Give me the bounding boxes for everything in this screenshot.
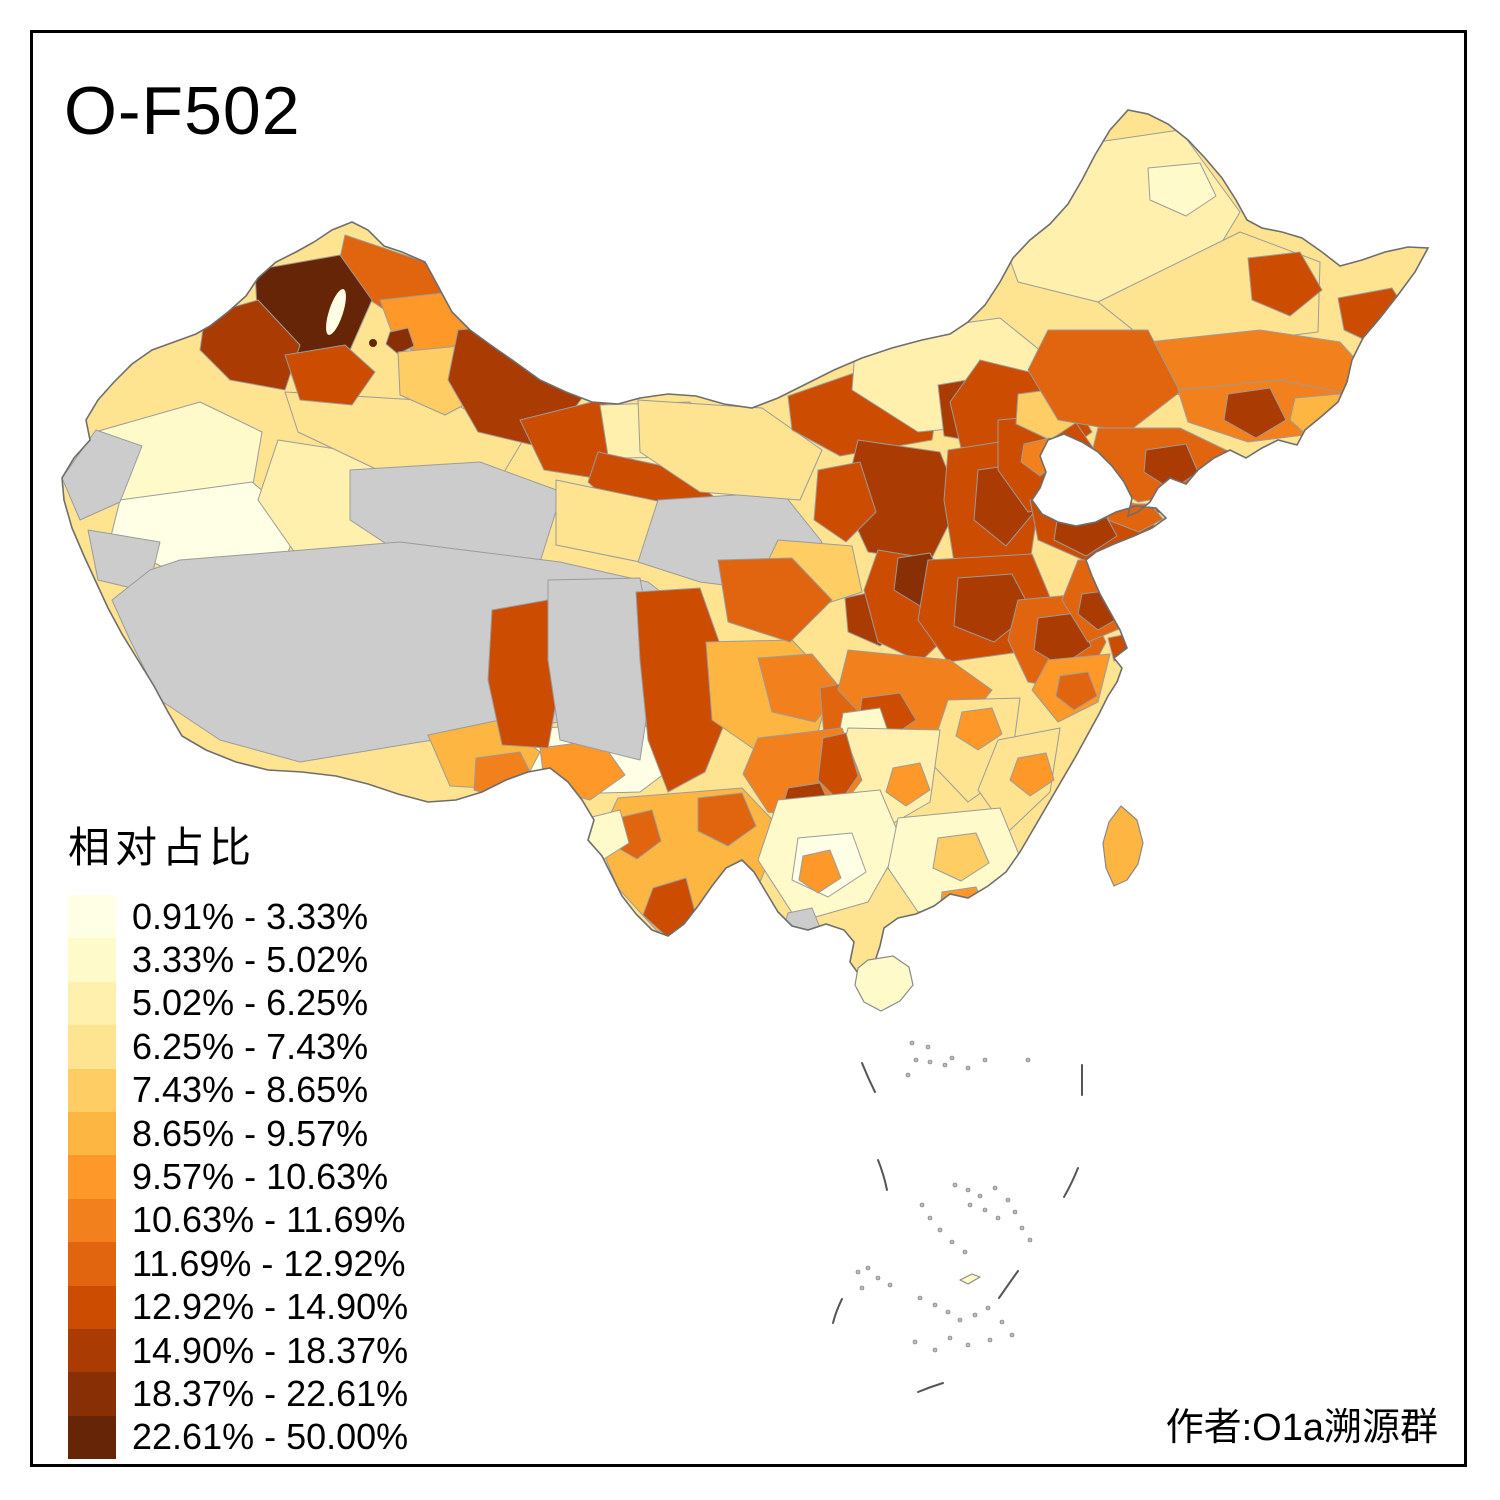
page-title: O-F502	[64, 73, 301, 149]
legend-label: 18.37% - 22.61%	[132, 1372, 409, 1414]
legend-swatch	[68, 1328, 116, 1373]
legend-swatch	[68, 1415, 116, 1460]
legend-row: 22.61% - 50.00%	[68, 1415, 409, 1460]
legend-swatch	[68, 895, 116, 939]
legend-swatch	[68, 1285, 116, 1329]
legend-label: 0.91% - 3.33%	[132, 895, 369, 937]
island-hainan	[854, 955, 914, 1012]
legend-swatch	[68, 1155, 116, 1199]
legend-row: 5.02% - 6.25%	[68, 981, 408, 1026]
legend-swatch	[68, 981, 116, 1026]
legend-swatch	[68, 1068, 116, 1112]
legend-title: 相对占比	[68, 824, 257, 871]
legend-label: 22.61% - 50.00%	[132, 1416, 409, 1458]
legend-row: 14.90% - 18.37%	[68, 1328, 409, 1373]
legend-label: 12.92% - 14.90%	[132, 1286, 409, 1328]
legend-label: 7.43% - 8.65%	[132, 1069, 369, 1111]
legend-label: 11.69% - 12.92%	[132, 1242, 406, 1284]
legend-label: 3.33% - 5.02%	[132, 939, 369, 981]
legend-swatch	[68, 938, 116, 982]
attribution-text: 作者:O1a溯源群	[1165, 1407, 1438, 1449]
plot-frame-border	[30, 30, 1467, 1467]
island-taiwan	[1102, 805, 1144, 887]
legend-label: 5.02% - 6.25%	[132, 982, 369, 1024]
legend-rows: 0.91% - 3.33% 3.33% - 5.02% 5.02% - 6.25% 6…	[68, 895, 409, 1460]
legend-swatch	[68, 1242, 116, 1286]
legend-label: 9.57% - 10.63%	[132, 1156, 389, 1198]
legend-row: 12.92% - 14.90%	[68, 1285, 409, 1329]
legend-row: 11.69% - 12.92%	[68, 1242, 408, 1286]
south-china-sea-islands	[832, 1040, 1083, 1393]
map-regions	[62, 129, 1413, 942]
legend-row: 6.25% - 7.43%	[68, 1025, 408, 1069]
legend-label: 10.63% - 11.69%	[132, 1199, 406, 1241]
legend-label: 8.65% - 9.57%	[132, 1112, 369, 1154]
legend-swatch	[68, 1111, 116, 1156]
legend-swatch	[68, 1025, 116, 1069]
legend-swatch	[68, 1198, 116, 1243]
legend: 相对占比 0.91% - 3.33% 3.33% - 5.02% 5.02% - 6…	[68, 814, 409, 1460]
legend-label: 6.25% - 7.43%	[132, 1025, 369, 1067]
legend-row: 18.37% - 22.61%	[68, 1372, 409, 1416]
legend-row: 10.63% - 11.69%	[68, 1198, 408, 1243]
legend-row: 8.65% - 9.57%	[68, 1111, 408, 1156]
legend-row: 7.43% - 8.65%	[68, 1068, 408, 1112]
legend-row: 3.33% - 5.02%	[68, 938, 408, 982]
legend-label: 14.90% - 18.37%	[132, 1329, 409, 1371]
legend-row: 0.91% - 3.33%	[68, 895, 408, 939]
legend-row: 9.57% - 10.63%	[68, 1155, 408, 1199]
legend-swatch	[68, 1372, 116, 1416]
